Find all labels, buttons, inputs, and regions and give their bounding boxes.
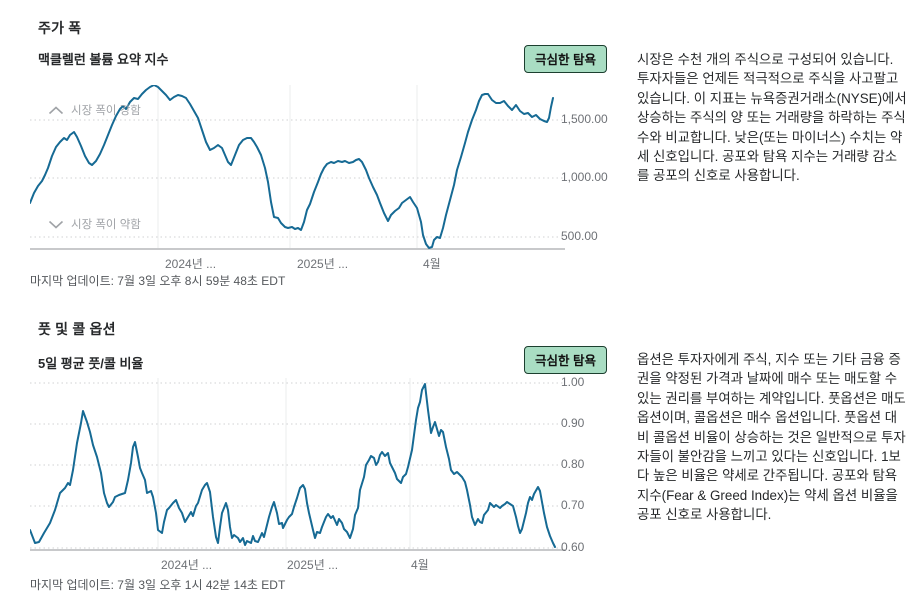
annotation-breadth-weak: 시장 폭이 약함 — [48, 216, 141, 232]
last-updated-text: 마지막 업데이트: 7월 3일 오후 8시 59분 48초 EDT — [30, 274, 286, 288]
annotation-label: 시장 폭이 강함 — [71, 105, 141, 117]
description-put-call-options: 옵션은 투자자에게 주식, 지수 또는 기타 금융 증권을 약정된 가격과 날짜… — [637, 352, 906, 523]
sentiment-badge-extreme-greed: 극심한 탐욕 — [524, 45, 607, 73]
annotation-label: 시장 폭이 약함 — [71, 219, 141, 231]
annotation-breadth-strong: 시장 폭이 강함 — [48, 102, 141, 118]
description-market-breadth: 시장은 수천 개의 주식으로 구성되어 있습니다. 투자자들은 언제든 적극적으… — [637, 52, 907, 184]
y-axis-label: 1,000.00 — [561, 170, 608, 184]
y-axis-label: 0.70 — [561, 498, 585, 512]
sentiment-badge-extreme-greed: 극심한 탐욕 — [524, 346, 607, 374]
section-title-market-breadth: 주가 폭 — [38, 20, 82, 36]
chart-plot-area — [30, 378, 565, 551]
y-axis-label: 0.60 — [561, 540, 585, 554]
x-axis-label: 2024년 ... — [165, 257, 217, 271]
y-axis-label: 1.00 — [561, 375, 585, 389]
series-line — [30, 383, 556, 548]
x-axis-label: 2025년 ... — [297, 257, 349, 271]
chart-market-breadth[interactable]: 시장 폭이 강함 시장 폭이 약함 1,500.00 1,000.00 500.00… — [30, 85, 670, 285]
x-axis-label: 4월 — [411, 558, 429, 572]
x-axis-label: 4월 — [423, 257, 441, 271]
y-axis-label: 0.90 — [561, 416, 585, 430]
chart-put-call-ratio[interactable]: 1.00 0.90 0.80 0.70 0.60 2024년 ... 2025년 ... 4월 — [30, 375, 670, 578]
y-axis-label: 500.00 — [561, 229, 598, 243]
last-updated-text: 마지막 업데이트: 7월 3일 오후 1시 42분 14초 EDT — [30, 578, 286, 592]
chevron-down-icon — [48, 220, 64, 229]
y-axis-label: 1,500.00 — [561, 112, 608, 126]
chart-title-put-call-ratio: 5일 평균 풋/콜 비율 — [38, 356, 144, 371]
x-axis-label: 2025년 ... — [287, 558, 339, 572]
section-title-put-call-options: 풋 및 콜 옵션 — [38, 321, 116, 337]
x-axis-label: 2024년 ... — [161, 558, 213, 572]
chart-plot-area — [30, 85, 565, 250]
chevron-up-icon — [48, 105, 64, 114]
series-line — [30, 85, 554, 249]
chart-title-mcclellan: 맥클렐런 볼륨 요약 지수 — [38, 52, 169, 67]
y-axis-label: 0.80 — [561, 457, 585, 471]
